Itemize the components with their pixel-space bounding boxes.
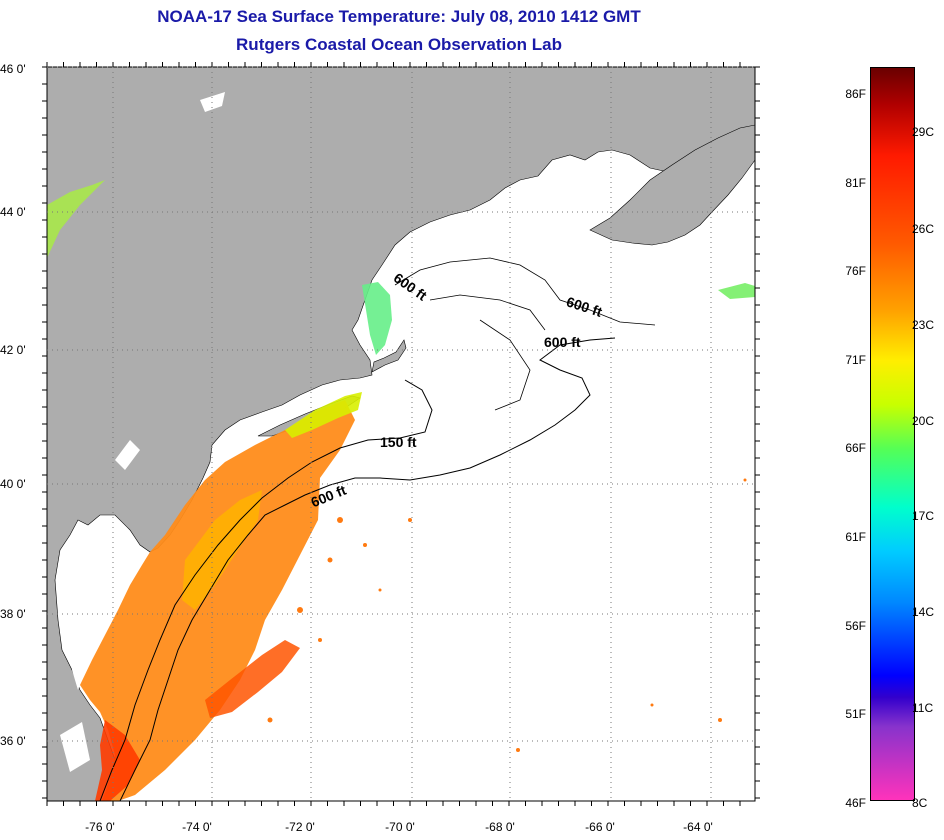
colorbar-c-label: 11C <box>912 701 934 715</box>
colorbar-f-label: 81F <box>845 176 866 190</box>
sst-hot-patch <box>95 720 140 801</box>
colorbar-c-label: 20C <box>912 414 935 428</box>
colorbar-c-label: 29C <box>912 125 935 139</box>
lon-label: -72 0' <box>285 820 315 834</box>
colorbar-c-label: 17C <box>912 509 935 523</box>
colorbar-f-label: 76F <box>845 264 866 278</box>
map-title: NOAA-17 Sea Surface Temperature: July 08… <box>157 7 641 26</box>
lat-lon-grid <box>47 66 755 801</box>
land-cape-cod <box>371 339 407 373</box>
contour-gulf-maine <box>394 257 656 411</box>
colorbar-f-label: 71F <box>845 353 866 367</box>
contour-label: 600 ft <box>544 334 581 350</box>
lat-label: 36 0' <box>0 734 26 748</box>
lon-label: -76 0' <box>85 820 115 834</box>
axis-ticks <box>42 62 760 806</box>
lat-label: 44 0' <box>0 205 26 219</box>
colorbar-f-label: 56F <box>845 619 866 633</box>
lon-label: -70 0' <box>385 820 415 834</box>
temperature-colorbar <box>870 67 915 801</box>
colorbar-f-label: 46F <box>845 796 866 810</box>
lat-label: 40 0' <box>0 477 26 491</box>
land-mainland <box>47 67 755 801</box>
land-nova-scotia <box>589 124 755 246</box>
sst-patch-nw <box>47 180 105 258</box>
sst-cool-band <box>285 392 362 438</box>
sst-mid-patch <box>182 490 262 610</box>
colorbar-f-label: 61F <box>845 530 866 544</box>
chesapeake-bay <box>72 525 98 690</box>
map-frame <box>46 66 756 802</box>
sst-cool-patch <box>362 282 392 355</box>
lat-label: 46 0' <box>0 62 26 76</box>
contour-600ft <box>119 337 616 801</box>
lon-label: -64 0' <box>683 820 713 834</box>
contour-label: 150 ft <box>380 434 417 450</box>
colorbar-c-label: 14C <box>912 605 935 619</box>
lat-label: 42 0' <box>0 343 26 357</box>
map-subtitle: Rutgers Coastal Ocean Observation Lab <box>236 35 562 54</box>
sst-hot-patch <box>205 640 300 718</box>
colorbar-f-label: 51F <box>845 707 866 721</box>
contour-150ft <box>99 379 433 801</box>
lon-label: -74 0' <box>182 820 212 834</box>
lake-feature <box>115 440 140 470</box>
sst-patch-east <box>718 283 755 299</box>
colorbar-c-label: 23C <box>912 318 935 332</box>
colorbar-f-label: 86F <box>845 87 866 101</box>
sst-speckles <box>267 478 747 752</box>
lon-label: -66 0' <box>585 820 615 834</box>
pamlico-sound <box>60 722 90 772</box>
colorbar-c-label: 26C <box>912 222 935 236</box>
colorbar-c-label: 8C <box>912 796 928 810</box>
lat-label: 38 0' <box>0 607 26 621</box>
colorbar-f-label: 66F <box>845 441 866 455</box>
sst-warm-band <box>80 400 355 801</box>
lon-label: -68 0' <box>485 820 515 834</box>
